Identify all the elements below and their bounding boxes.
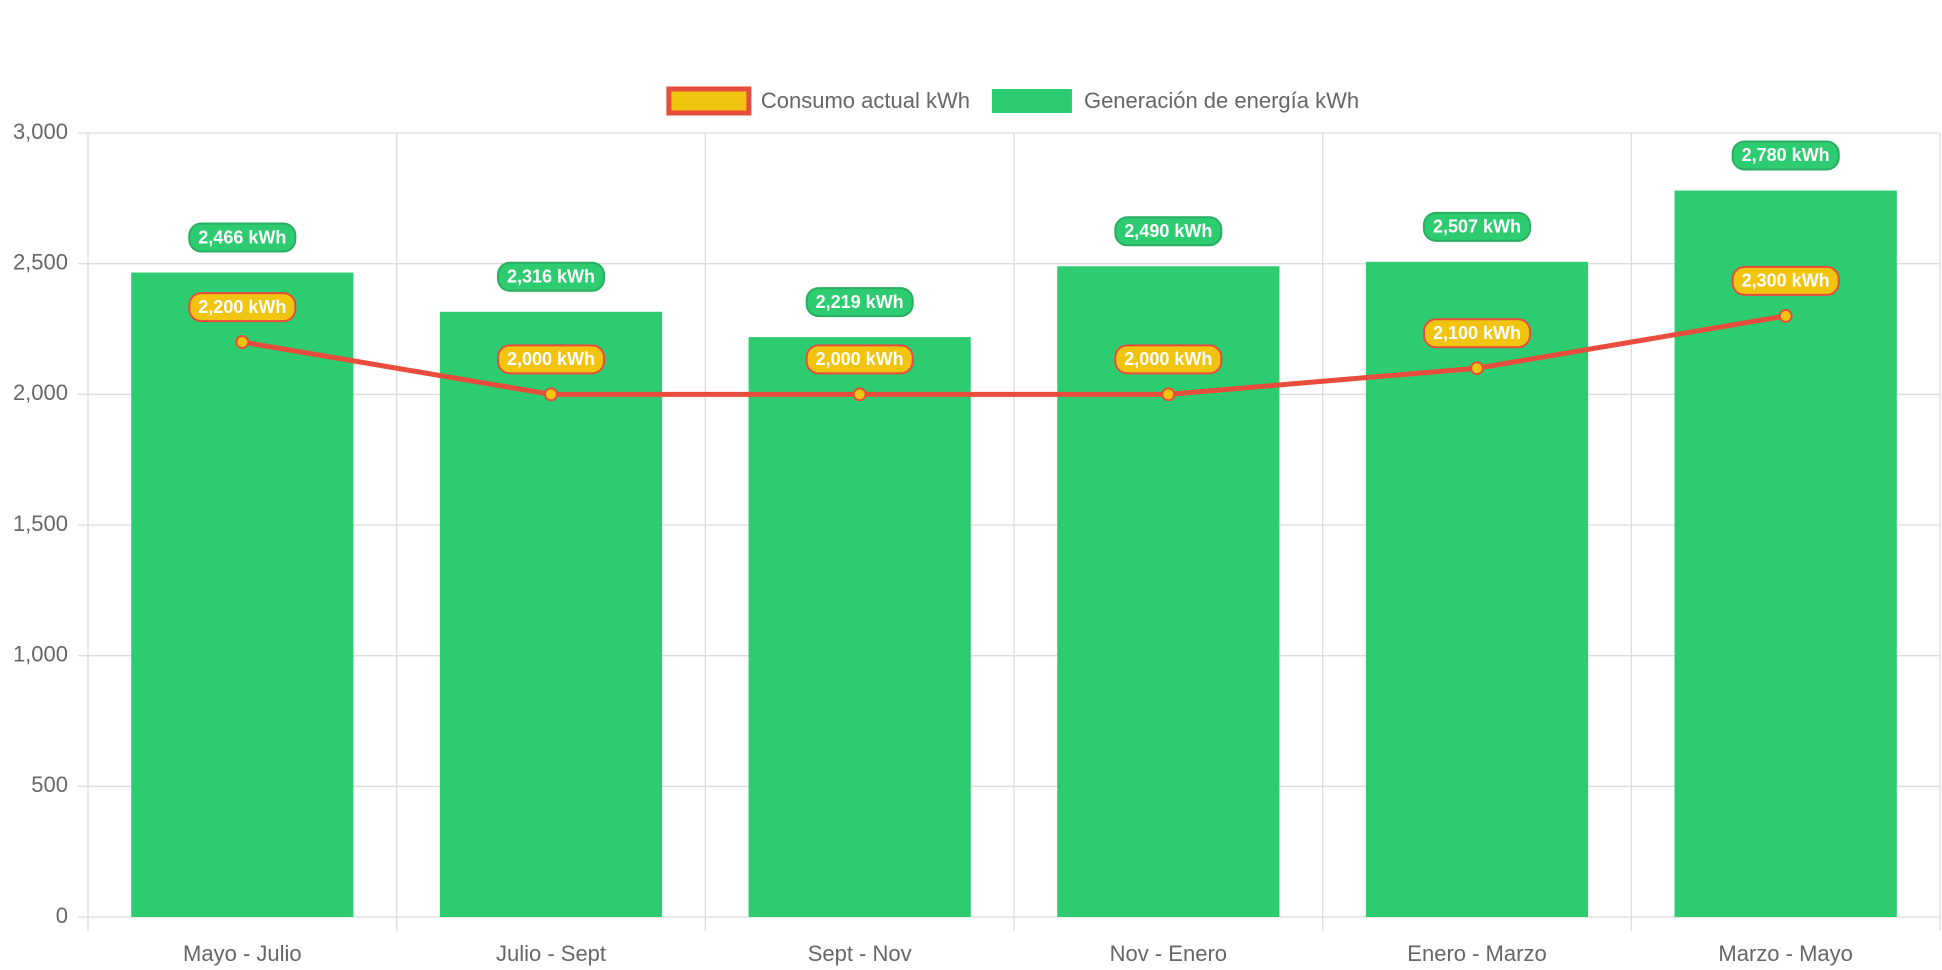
value-label: 2,316 kWh — [496, 261, 606, 292]
bar — [1674, 190, 1897, 917]
value-label-box — [496, 261, 606, 292]
value-label: 2,490 kWh — [1114, 216, 1223, 247]
value-label-text: 2,200 kWh — [198, 297, 286, 317]
line-point — [1778, 308, 1793, 323]
line-point — [852, 387, 867, 402]
bar — [439, 311, 663, 917]
line-point — [544, 387, 558, 402]
legend-label: Consumo actual kWh — [761, 88, 970, 113]
legend: Consumo actual kWh Generación de energía … — [666, 86, 1359, 116]
value-label-text: 2,466 kWh — [198, 227, 286, 247]
x-tick-label: Marzo - Mayo — [1718, 941, 1852, 966]
y-tick-label: 2,000 — [13, 380, 68, 405]
value-label: 2,100 kWh — [1422, 318, 1532, 349]
y-tick-label: 2,500 — [13, 249, 68, 274]
value-label-box — [1422, 211, 1532, 242]
value-label-box — [1114, 216, 1223, 247]
value-label-box — [1731, 265, 1840, 296]
value-label-text: 2,000 kWh — [507, 349, 595, 369]
x-tick-label: Mayo - Julio — [183, 941, 302, 966]
value-label-text: 2,100 kWh — [1433, 323, 1521, 343]
line-point — [1470, 361, 1484, 376]
value-label-box — [188, 222, 297, 253]
bar — [748, 337, 971, 917]
value-label-text: 2,300 kWh — [1742, 271, 1830, 291]
value-label-text: 2,000 kWh — [1124, 349, 1212, 369]
value-label-box — [805, 287, 914, 318]
value-label-text: 2,316 kWh — [507, 267, 595, 287]
value-label-box — [1114, 344, 1223, 375]
line — [241, 313, 1787, 397]
x-tick-label: Enero - Marzo — [1407, 941, 1546, 966]
value-label-box — [1422, 318, 1532, 349]
line-point — [235, 335, 250, 350]
value-label-text: 2,219 kWh — [816, 292, 904, 312]
y-tick-label: 500 — [31, 772, 68, 797]
bar — [1365, 261, 1589, 917]
y-tick-label: 0 — [56, 903, 68, 928]
value-label-text: 2,507 kWh — [1433, 217, 1521, 237]
value-label: 2,000 kWh — [496, 344, 606, 375]
value-label: 2,000 kWh — [1114, 344, 1223, 375]
value-label: 2,219 kWh — [805, 287, 914, 318]
value-label-box — [188, 292, 297, 323]
value-label: 2,466 kWh — [188, 222, 297, 253]
bar — [1057, 266, 1280, 917]
value-label-text: 2,780 kWh — [1742, 145, 1830, 165]
value-label-box — [496, 344, 606, 375]
value-label: 2,780 kWh — [1731, 140, 1840, 171]
value-label: 2,200 kWh — [188, 292, 297, 323]
value-label-box — [1731, 140, 1840, 171]
legend-swatch — [991, 89, 1072, 113]
x-tick-label: Sept - Nov — [808, 941, 912, 966]
x-tick-label: Julio - Sept — [496, 941, 606, 966]
line-point — [1161, 387, 1176, 402]
y-tick-label: 1,000 — [13, 641, 68, 666]
legend-label: Generación de energía kWh — [1084, 88, 1359, 113]
y-tick-label: 3,000 — [13, 119, 68, 144]
bar — [131, 272, 354, 917]
x-tick-label: Nov - Enero — [1110, 941, 1227, 966]
value-label-text: 2,000 kWh — [816, 349, 904, 369]
value-label: 2,000 kWh — [805, 344, 914, 375]
value-label-text: 2,490 kWh — [1124, 221, 1212, 241]
y-tick-label: 1,500 — [13, 511, 68, 536]
value-label-box — [805, 344, 914, 375]
value-label: 2,507 kWh — [1422, 211, 1532, 242]
legend-swatch — [666, 86, 752, 116]
value-label: 2,300 kWh — [1731, 265, 1840, 296]
